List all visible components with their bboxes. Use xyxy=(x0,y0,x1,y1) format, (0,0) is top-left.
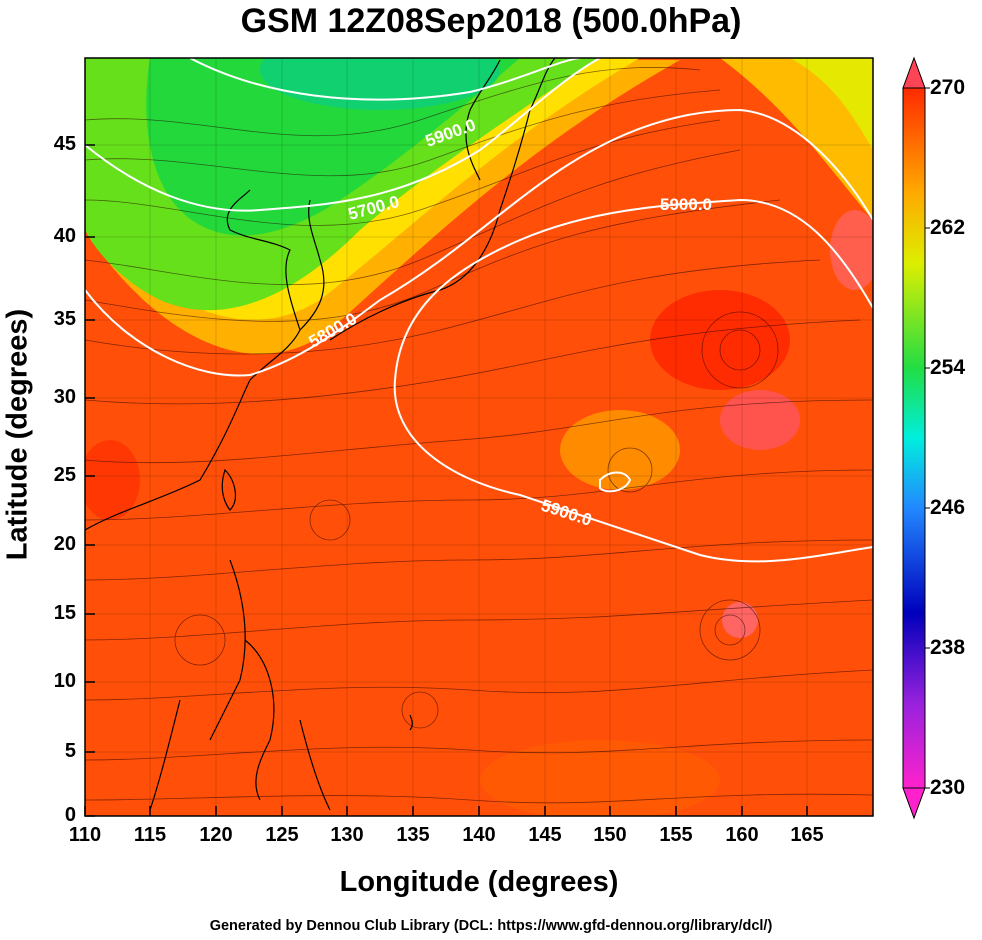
wind-streamlines xyxy=(85,67,873,804)
x-tick-label: 110 xyxy=(68,824,102,846)
x-tick-label: 130 xyxy=(330,824,364,846)
axis-ticks xyxy=(84,144,808,817)
colorbar-scale xyxy=(902,87,926,789)
colorbar-tick-label: 246 xyxy=(930,496,966,519)
y-tick-label: 40 xyxy=(53,225,76,247)
footer-credit: Generated by Dennou Club Library (DCL: h… xyxy=(209,918,773,934)
x-tick-label: 115 xyxy=(133,824,167,846)
x-tick-label: 140 xyxy=(462,824,496,846)
colorbar-tick-label: 254 xyxy=(930,356,966,379)
y-tick-label: 5 xyxy=(64,740,76,762)
x-tick-label: 150 xyxy=(593,824,627,846)
colorbar xyxy=(902,56,930,820)
x-tick-label: 125 xyxy=(265,824,299,846)
x-tick-label: 155 xyxy=(659,824,693,846)
y-tick-label: 35 xyxy=(53,308,76,330)
height-contours xyxy=(85,58,873,563)
x-axis-label: Longitude (degrees) xyxy=(339,866,619,898)
y-tick-label: 25 xyxy=(53,464,76,486)
y-axis-label: Latitude (degrees) xyxy=(1,308,34,561)
y-tick-label: 45 xyxy=(53,133,76,155)
colorbar-tick-label: 230 xyxy=(930,776,966,799)
y-tick-label: 0 xyxy=(64,804,76,826)
x-tick-label: 135 xyxy=(396,824,430,846)
colorbar-max-triangle xyxy=(902,56,926,89)
colorbar-tick-label: 238 xyxy=(930,636,966,659)
x-tick-label: 160 xyxy=(725,824,759,846)
x-tick-label: 120 xyxy=(199,824,233,846)
y-tick-label: 20 xyxy=(53,533,76,555)
y-tick-label: 30 xyxy=(53,386,76,408)
x-tick-label: 145 xyxy=(528,824,562,846)
contour-label: 5900.0 xyxy=(660,195,712,214)
colorbar-tick-label: 262 xyxy=(930,216,966,239)
coastlines xyxy=(85,58,556,811)
map-title: GSM 12Z08Sep2018 (500.0hPa) xyxy=(240,2,742,40)
colorbar-min-triangle xyxy=(902,787,926,820)
x-tick-label: 165 xyxy=(790,824,824,846)
temperature-field xyxy=(85,58,873,816)
graticule xyxy=(85,58,873,816)
colorbar-tick-label: 270 xyxy=(930,76,966,99)
y-tick-label: 10 xyxy=(53,670,76,692)
y-tick-label: 15 xyxy=(53,602,76,624)
